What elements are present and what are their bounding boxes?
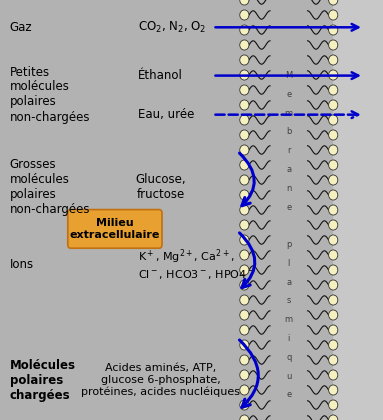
Circle shape <box>240 10 249 20</box>
Circle shape <box>240 190 249 200</box>
Text: s: s <box>286 297 291 305</box>
Circle shape <box>329 400 338 410</box>
Circle shape <box>240 0 249 5</box>
Text: i: i <box>288 334 290 343</box>
Text: Glucose,
fructose: Glucose, fructose <box>136 173 186 201</box>
Circle shape <box>240 340 249 350</box>
Text: Acides aminés, ATP,
glucose 6-phosphate,
protéines, acides nucléiques: Acides aminés, ATP, glucose 6-phosphate,… <box>81 363 241 397</box>
Text: m: m <box>285 109 293 118</box>
Circle shape <box>329 325 338 335</box>
Circle shape <box>329 40 338 50</box>
Text: u: u <box>286 372 291 381</box>
Text: CO$_2$, N$_2$, O$_2$: CO$_2$, N$_2$, O$_2$ <box>138 20 206 35</box>
FancyBboxPatch shape <box>68 210 162 248</box>
Circle shape <box>329 280 338 290</box>
Circle shape <box>329 85 338 95</box>
Text: Grosses
molécules
polaires
non-chargées: Grosses molécules polaires non-chargées <box>10 158 90 216</box>
Circle shape <box>240 70 249 80</box>
Text: p: p <box>286 240 291 249</box>
Circle shape <box>240 280 249 290</box>
Circle shape <box>240 85 249 95</box>
Text: Petites
molécules
polaires
non-chargées: Petites molécules polaires non-chargées <box>10 66 90 123</box>
Circle shape <box>240 130 249 140</box>
Circle shape <box>329 340 338 350</box>
Circle shape <box>240 25 249 35</box>
Circle shape <box>329 190 338 200</box>
Circle shape <box>329 355 338 365</box>
Bar <box>333 0 383 420</box>
Circle shape <box>240 250 249 260</box>
Text: e: e <box>286 202 291 212</box>
Text: a: a <box>286 278 291 286</box>
Text: e: e <box>286 390 291 399</box>
Circle shape <box>329 115 338 125</box>
Circle shape <box>329 220 338 230</box>
Circle shape <box>329 100 338 110</box>
Circle shape <box>329 175 338 185</box>
Circle shape <box>240 415 249 420</box>
Circle shape <box>240 145 249 155</box>
Circle shape <box>329 310 338 320</box>
Circle shape <box>240 205 249 215</box>
Circle shape <box>329 25 338 35</box>
Circle shape <box>240 55 249 65</box>
Text: Molécules
polaires
chargées: Molécules polaires chargées <box>10 359 75 402</box>
Circle shape <box>329 205 338 215</box>
Circle shape <box>329 55 338 65</box>
Circle shape <box>240 265 249 275</box>
Text: a: a <box>286 165 291 174</box>
Circle shape <box>240 235 249 245</box>
Circle shape <box>240 115 249 125</box>
Text: Milieu
extracellulaire: Milieu extracellulaire <box>70 218 160 240</box>
Circle shape <box>329 70 338 80</box>
Circle shape <box>329 295 338 305</box>
Circle shape <box>240 325 249 335</box>
Text: l: l <box>288 259 290 268</box>
Circle shape <box>240 355 249 365</box>
Circle shape <box>329 130 338 140</box>
Text: n: n <box>286 184 291 193</box>
Circle shape <box>240 310 249 320</box>
Circle shape <box>240 400 249 410</box>
Circle shape <box>240 220 249 230</box>
Circle shape <box>240 175 249 185</box>
Text: r: r <box>287 146 291 155</box>
Text: Éthanol: Éthanol <box>138 69 183 82</box>
Text: M: M <box>285 71 292 80</box>
Circle shape <box>329 10 338 20</box>
Circle shape <box>240 370 249 380</box>
Circle shape <box>329 370 338 380</box>
Circle shape <box>329 265 338 275</box>
Circle shape <box>329 145 338 155</box>
Circle shape <box>329 160 338 170</box>
Circle shape <box>240 160 249 170</box>
Circle shape <box>329 0 338 5</box>
Circle shape <box>329 385 338 395</box>
Circle shape <box>240 40 249 50</box>
Circle shape <box>240 385 249 395</box>
Text: Eau, urée: Eau, urée <box>138 108 194 121</box>
Circle shape <box>329 235 338 245</box>
Text: q: q <box>286 353 291 362</box>
Circle shape <box>329 250 338 260</box>
Circle shape <box>240 295 249 305</box>
Circle shape <box>240 100 249 110</box>
Text: K$^+$, Mg$^{2+}$, Ca$^{2+}$,
Cl$^-$, HCO3$^-$, HPO4$^-$: K$^+$, Mg$^{2+}$, Ca$^{2+}$, Cl$^-$, HCO… <box>138 247 255 281</box>
Text: m: m <box>285 315 293 324</box>
Text: e: e <box>286 90 291 99</box>
Text: Gaz: Gaz <box>10 21 32 34</box>
Text: Ions: Ions <box>10 258 34 271</box>
Text: b: b <box>286 127 291 136</box>
Circle shape <box>329 415 338 420</box>
